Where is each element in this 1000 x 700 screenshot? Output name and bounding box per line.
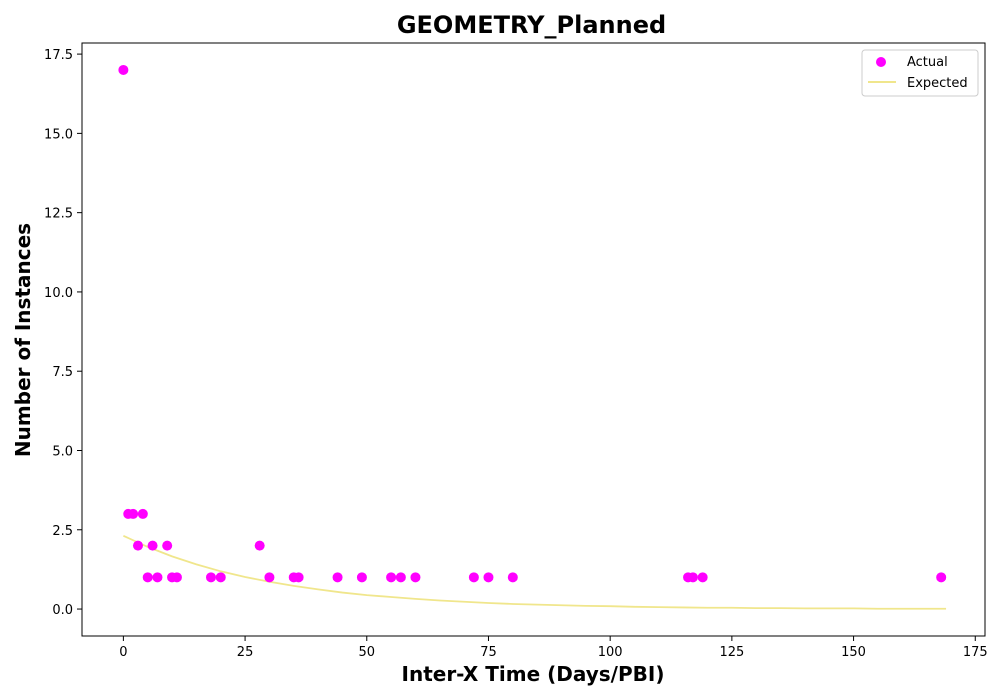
y-tick-label: 7.5 (52, 365, 73, 380)
y-tick-label: 12.5 (44, 207, 73, 222)
y-tick-label: 0.0 (52, 603, 73, 618)
actual-point (152, 572, 163, 583)
actual-point (128, 508, 139, 519)
series-layer (118, 64, 947, 610)
y-axis-title: Number of Instances (11, 223, 35, 457)
y-tick-label: 2.5 (52, 524, 73, 539)
actual-point (171, 572, 182, 583)
actual-point (332, 572, 343, 583)
actual-point (142, 572, 153, 583)
y-tick-label: 5.0 (52, 444, 73, 459)
x-tick-label: 75 (480, 645, 497, 660)
chart-title: GEOMETRY_Planned (397, 11, 666, 39)
legend-box (861, 49, 979, 97)
actual-point (118, 64, 129, 75)
y-tick-label: 10.0 (44, 286, 73, 301)
legend-marker-actual (876, 57, 886, 67)
plot-area (81, 42, 986, 637)
actual-point (162, 540, 173, 551)
actual-point (206, 572, 216, 583)
actual-point (264, 572, 275, 583)
x-tick-label: 150 (841, 645, 866, 660)
actual-point (395, 572, 406, 583)
legend: Actual Expected (861, 49, 979, 97)
actual-point (215, 572, 226, 583)
x-axis: 0 25 50 75 100 125 150 175 (119, 636, 988, 660)
legend-label-actual: Actual (907, 55, 948, 70)
actual-point (147, 540, 158, 551)
legend-label-expected: Expected (907, 76, 968, 91)
actual-point (254, 540, 265, 551)
actual-point (507, 572, 518, 583)
y-axis: 0.0 2.5 5.0 7.5 10.0 12.5 15.0 17.5 (44, 48, 82, 618)
x-tick-label: 50 (359, 645, 376, 660)
actual-point (936, 572, 947, 583)
y-tick-label: 15.0 (44, 127, 73, 142)
x-tick-label: 175 (963, 645, 988, 660)
x-tick-label: 0 (119, 645, 127, 660)
expected-line (123, 534, 947, 610)
actual-point (687, 572, 698, 583)
y-tick-label: 17.5 (44, 48, 73, 63)
actual-point (293, 572, 304, 583)
x-tick-label: 100 (598, 645, 623, 660)
actual-point (137, 508, 148, 519)
actual-point (468, 572, 479, 583)
actual-point (697, 572, 708, 583)
actual-point (386, 572, 397, 583)
actual-point (410, 572, 421, 583)
actual-point (483, 572, 494, 583)
x-tick-label: 25 (237, 645, 254, 660)
actual-point (356, 572, 367, 583)
x-tick-label: 125 (719, 645, 744, 660)
x-axis-title: Inter-X Time (Days/PBI) (402, 662, 665, 686)
actual-point (132, 540, 143, 551)
